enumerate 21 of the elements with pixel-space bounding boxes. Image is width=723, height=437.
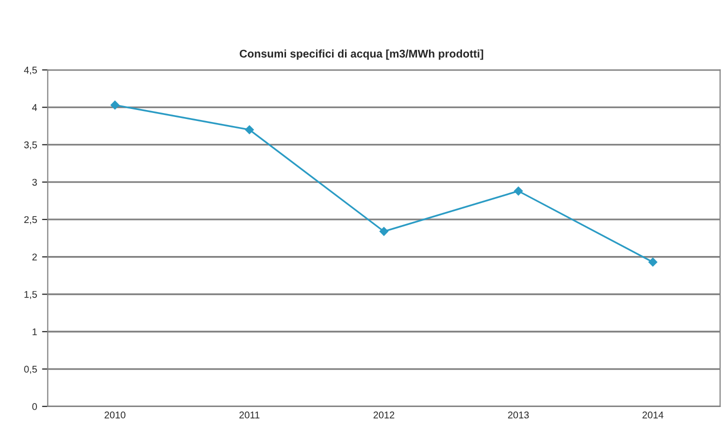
point <box>648 258 658 267</box>
y-tick-label: 3,5 <box>24 141 37 150</box>
y-tick-label: 0,5 <box>24 366 37 374</box>
point <box>110 100 120 110</box>
x-tick-label: 2010 <box>104 412 126 418</box>
x-tick-label: 2014 <box>642 412 664 418</box>
x-tick-label: 2013 <box>508 412 529 418</box>
y-tick-label: 1,5 <box>24 291 37 300</box>
x-tick-label: 2012 <box>374 412 394 418</box>
y-tick-label: 1 <box>32 328 37 336</box>
y-tick-label: 2,5 <box>24 216 37 224</box>
point <box>379 226 388 236</box>
chart-title: Consumi specifici di acqua [m3/MWh prodotti] <box>240 49 484 60</box>
point <box>514 186 523 196</box>
x-tick-label: 2011 <box>239 412 260 418</box>
y-tick-label: 2 <box>32 254 37 260</box>
y-tick-label: 4,5 <box>24 66 37 75</box>
point <box>244 125 254 134</box>
y-tick-label: 3 <box>32 178 37 186</box>
y-tick-label: 4 <box>32 104 38 111</box>
y-tick-label: 0 <box>32 403 37 410</box>
